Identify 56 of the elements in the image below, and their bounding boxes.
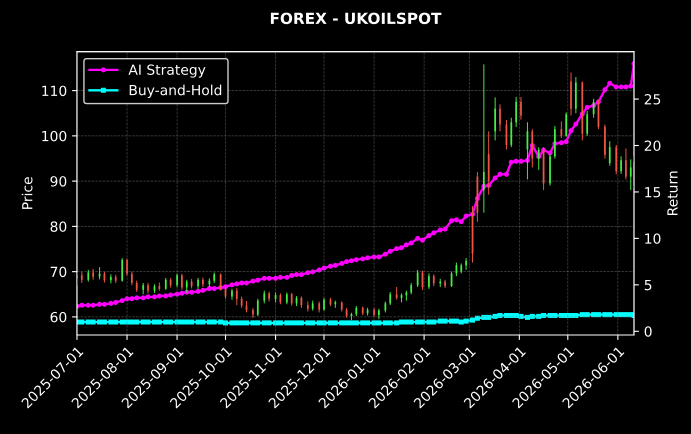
candlestick — [373, 307, 375, 318]
candlestick — [428, 272, 430, 290]
candlestick — [526, 122, 528, 180]
candlestick — [465, 258, 467, 270]
y-tick-label: 60 — [50, 312, 66, 322]
candlestick — [147, 282, 149, 294]
candlestick — [176, 272, 178, 288]
legend-label: AI Strategy — [128, 64, 206, 78]
candlestick — [456, 262, 458, 277]
y2-tick-label: 0 — [644, 326, 652, 337]
candlestick — [110, 274, 112, 284]
candlestick — [625, 148, 627, 180]
candlestick — [246, 300, 248, 313]
candlestick — [181, 273, 183, 290]
y2-tick-label: 10 — [645, 233, 660, 244]
candlestick — [104, 271, 106, 283]
candlestick — [231, 288, 233, 300]
candlestick — [98, 266, 100, 280]
candlestick — [520, 96, 522, 120]
candlestick — [300, 296, 302, 308]
candlestick — [252, 307, 254, 318]
candlestick — [280, 292, 282, 305]
candlestick — [422, 270, 424, 290]
candlestick — [499, 104, 501, 132]
candlestick — [346, 307, 348, 318]
chart-title: FOREX - UKOILSPOT — [270, 12, 442, 24]
candlestick — [323, 297, 325, 312]
candlestick — [306, 301, 309, 312]
candlestick — [450, 271, 452, 288]
y-tick-label: 100 — [42, 130, 66, 142]
y-tick-label: 90 — [50, 176, 66, 187]
y-tick-label: 70 — [50, 266, 66, 278]
y2-tick-label: 25 — [644, 94, 660, 105]
y-tick-label: 80 — [50, 221, 66, 232]
y-tick-label: 110 — [42, 86, 66, 96]
y2-axis-title: Return — [667, 171, 678, 216]
candlestick — [296, 296, 298, 307]
candlestick — [170, 277, 172, 288]
y2-tick-label: 15 — [645, 187, 660, 198]
y2-tick-label: 5 — [644, 280, 652, 290]
candlestick — [620, 156, 622, 174]
candlestick — [268, 291, 270, 302]
candlestick — [378, 308, 380, 320]
candlestick — [400, 292, 402, 303]
candlestick — [126, 258, 128, 277]
candlestick — [286, 292, 288, 305]
candlestick — [515, 96, 518, 128]
candlestick — [190, 278, 192, 289]
legend-label: Buy-and-Hold — [130, 84, 222, 98]
y2-tick-label: 20 — [644, 140, 660, 151]
candlestick — [130, 271, 133, 286]
candlestick — [202, 277, 204, 288]
candlestick — [92, 268, 94, 280]
y-axis-title: Price — [22, 177, 32, 209]
candlestick — [506, 120, 508, 150]
candlestick — [274, 292, 276, 303]
